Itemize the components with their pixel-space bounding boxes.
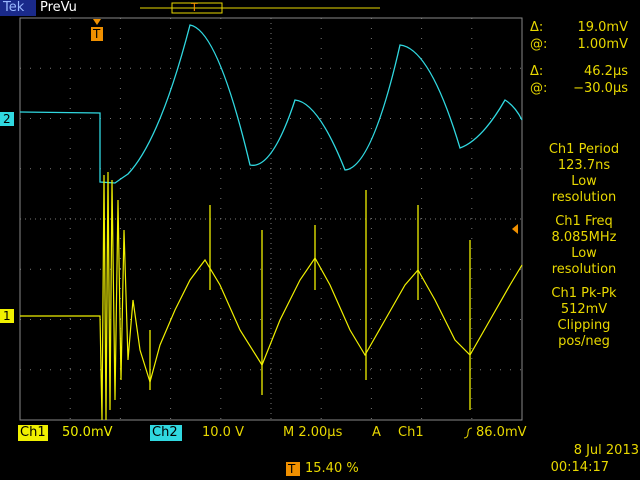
trigger-source: Ch1 (398, 425, 424, 440)
slope-icon (463, 427, 473, 439)
ch2-trace (19, 24, 523, 184)
ch1-spikes (149, 190, 471, 410)
ch2-label: Ch2 (152, 425, 178, 440)
measurement-name: Ch1 Period (548, 142, 620, 157)
mode: PreVu (40, 0, 77, 15)
cursor-label: Δ: (530, 20, 544, 35)
graticule-frame (19, 17, 523, 421)
cursor-label: @: (530, 37, 548, 52)
ch1-marker: 1 (3, 309, 11, 323)
measurement-note: resolution (551, 262, 617, 277)
cursor-label: @: (530, 81, 548, 96)
trigpos-box (286, 462, 300, 476)
level-arrow (512, 224, 518, 234)
measurement-note: pos/neg (558, 334, 610, 349)
ch2-marker: 2 (3, 112, 11, 126)
trigger-level: 86.0mV (476, 425, 527, 440)
trigger-marker-box (91, 27, 103, 41)
brand-box (0, 0, 36, 16)
cursor-value: −30.0µs (573, 81, 628, 96)
ch2-box (150, 425, 182, 441)
measurement-note: Low (571, 174, 597, 189)
trigger-mode: A (372, 425, 381, 440)
top-bar (0, 0, 640, 18)
measurement-value: 123.7ns (557, 158, 611, 173)
cursor-value: 46.2µs (584, 64, 628, 79)
trigpos-icon: T (288, 462, 296, 476)
date: 8 Jul 2013 (573, 443, 639, 458)
ch1-box (18, 425, 48, 441)
cursor-label: Δ: (530, 64, 544, 79)
record-window (171, 2, 223, 14)
trigger-arrow (93, 19, 101, 25)
record-trigger: T (191, 1, 198, 14)
ch1-label: Ch1 (20, 425, 46, 440)
ch2-marker-box (0, 112, 14, 126)
ch1-scale: 50.0mV (62, 425, 113, 440)
ch1-trace (20, 171, 523, 421)
brand: Tek (3, 0, 25, 15)
measurement-value: 512mV (560, 302, 608, 317)
cursor-value: 1.00mV (577, 37, 628, 52)
measurement-value: 8.085MHz (551, 230, 617, 245)
measurement-name: Ch1 Freq (555, 214, 613, 229)
measurement-note: resolution (551, 190, 617, 205)
ch1-marker-box (0, 309, 14, 323)
trigger-marker: T (93, 27, 101, 41)
graticule (19, 17, 523, 421)
measurement-note: Low (571, 246, 597, 261)
measurement-name: Ch1 Pk-Pk (551, 286, 617, 301)
trigger-position: 15.40 % (305, 461, 359, 476)
clock: 00:14:17 (550, 460, 609, 475)
timebase: M 2.00µs (283, 425, 343, 440)
ch2-scale: 10.0 V (202, 425, 244, 440)
cursor-value: 19.0mV (577, 20, 628, 35)
measurement-note: Clipping (557, 318, 611, 333)
